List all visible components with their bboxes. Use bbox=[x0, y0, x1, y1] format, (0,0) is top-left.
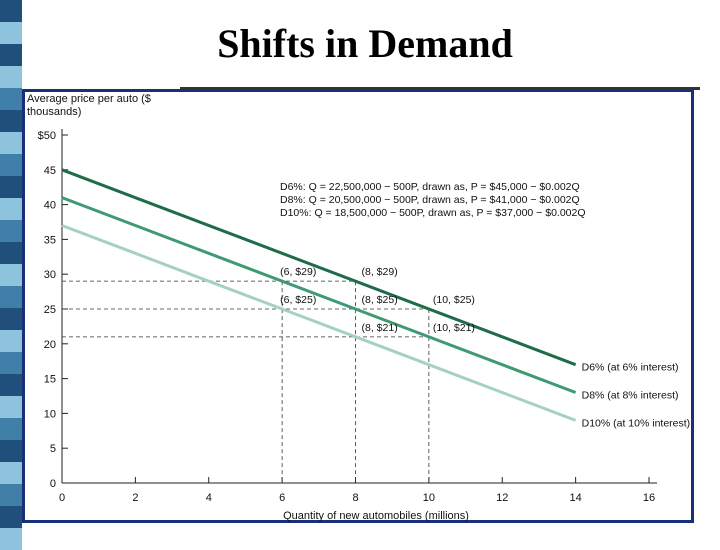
bullet-square bbox=[0, 0, 22, 22]
decorative-bullet-column bbox=[0, 0, 22, 550]
bullet-square bbox=[0, 242, 22, 264]
bullet-square bbox=[0, 418, 22, 440]
y-axis-label: Average price per auto ($ thousands) bbox=[27, 93, 151, 118]
bullet-square bbox=[0, 506, 22, 528]
legend-row-d8: D8%: Q = 20,500,000 − 500P, drawn as, P … bbox=[280, 194, 586, 207]
bullet-square bbox=[0, 396, 22, 418]
bullet-square bbox=[0, 462, 22, 484]
bullet-square bbox=[0, 330, 22, 352]
bullet-square bbox=[0, 44, 22, 66]
bullet-square bbox=[0, 110, 22, 132]
demand-line-d6 bbox=[61, 168, 577, 367]
x-tick-label: 16 bbox=[643, 492, 655, 504]
point-label: (6, $25) bbox=[280, 294, 316, 306]
y-tick-label: 15 bbox=[44, 374, 56, 386]
x-tick-label: 14 bbox=[570, 492, 582, 504]
bullet-square bbox=[0, 66, 22, 88]
y-tick-label: 10 bbox=[44, 408, 56, 420]
y-tick-label: 5 bbox=[50, 443, 56, 455]
legend-row-d6: D6%: Q = 22,500,000 − 500P, drawn as, P … bbox=[280, 181, 586, 194]
x-tick-label: 8 bbox=[352, 492, 358, 504]
y-tick-label: 0 bbox=[50, 478, 56, 490]
bullet-square bbox=[0, 264, 22, 286]
x-tick-label: 4 bbox=[206, 492, 212, 504]
bullet-square bbox=[0, 440, 22, 462]
bullet-square bbox=[0, 484, 22, 506]
bullet-square bbox=[0, 286, 22, 308]
y-tick-label: 40 bbox=[44, 200, 56, 212]
y-tick-label: 20 bbox=[44, 339, 56, 351]
bullet-square bbox=[0, 308, 22, 330]
legend-label-d6: D6%: bbox=[280, 181, 306, 193]
bullet-square bbox=[0, 132, 22, 154]
point-label: (8, $29) bbox=[362, 266, 398, 278]
bullet-square bbox=[0, 88, 22, 110]
chart-frame: Average price per auto ($ thousands) 0 5 1… bbox=[22, 89, 694, 523]
point-label: (6, $29) bbox=[280, 266, 316, 278]
point-label: (10, $25) bbox=[433, 294, 475, 306]
legend-row-d10: D10%: Q = 18,500,000 − 500P, drawn as, P… bbox=[280, 207, 586, 220]
x-tick-label: 12 bbox=[496, 492, 508, 504]
bullet-square bbox=[0, 22, 22, 44]
bullet-square bbox=[0, 352, 22, 374]
equation-legend: D6%: Q = 22,500,000 − 500P, drawn as, P … bbox=[280, 181, 586, 220]
bullet-square bbox=[0, 374, 22, 396]
legend-equation-d6: Q = 22,500,000 − 500P, drawn as, P = $45… bbox=[308, 181, 580, 193]
x-tick-label: 2 bbox=[132, 492, 138, 504]
bullet-square bbox=[0, 220, 22, 242]
x-tick-label: 6 bbox=[279, 492, 285, 504]
y-tick-label: $50 bbox=[38, 130, 56, 142]
bullet-square bbox=[0, 176, 22, 198]
slide-title: Shifts in Demand bbox=[217, 21, 513, 66]
series-label: D10% (at 10% interest) bbox=[582, 417, 691, 429]
demand-chart: 0 5 10 15 20 25 30 35 40 45 $50 0 2 4 6 8 10 12 14 16 D6% (a… bbox=[38, 129, 691, 504]
legend-label-d10: D10%: bbox=[280, 207, 312, 219]
x-tick-label: 0 bbox=[59, 492, 65, 504]
legend-label-d8: D8%: bbox=[280, 194, 306, 206]
y-tick-label: 30 bbox=[44, 269, 56, 281]
point-label: (8, $25) bbox=[362, 294, 398, 306]
y-tick-label: 25 bbox=[44, 304, 56, 316]
x-axis-label: Quantity of new automobiles (millions) bbox=[283, 510, 469, 522]
bullet-square bbox=[0, 154, 22, 176]
point-label: (10, $21) bbox=[433, 322, 475, 334]
point-label: (8, $21) bbox=[362, 322, 398, 334]
demand-line-d10 bbox=[61, 224, 577, 422]
y-tick-label: 35 bbox=[44, 234, 56, 246]
title-divider bbox=[180, 87, 700, 90]
legend-equation-d8: Q = 20,500,000 − 500P, drawn as, P = $41… bbox=[308, 194, 580, 206]
series-label: D6% (at 6% interest) bbox=[582, 362, 679, 374]
x-tick-label: 10 bbox=[423, 492, 435, 504]
demand-line-d8 bbox=[61, 196, 577, 394]
y-tick-label: 45 bbox=[44, 165, 56, 177]
series-label: D8% (at 8% interest) bbox=[582, 390, 679, 402]
legend-equation-d10: Q = 18,500,000 − 500P, drawn as, P = $37… bbox=[314, 207, 586, 219]
bullet-square bbox=[0, 528, 22, 550]
bullet-square bbox=[0, 198, 22, 220]
